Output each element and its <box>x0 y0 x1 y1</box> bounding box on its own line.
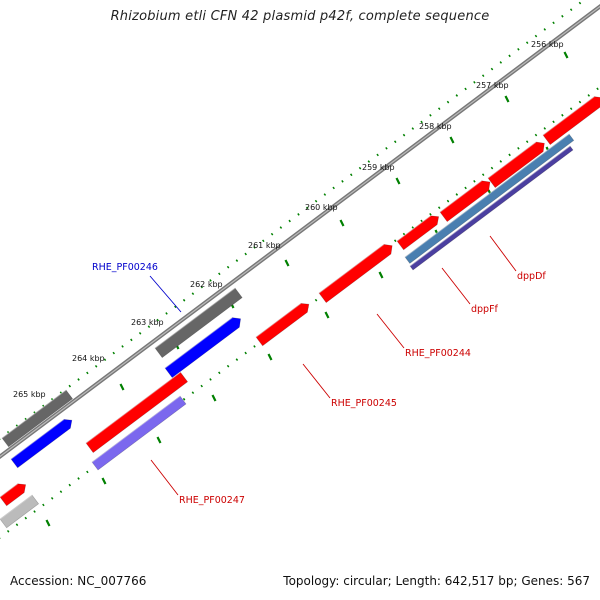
red-cds-block-bevel <box>487 141 537 179</box>
red-cds-block-bevel <box>0 483 18 498</box>
inner-major-tick <box>324 311 330 319</box>
inner-major-tick <box>45 519 51 527</box>
callout-line <box>302 363 331 399</box>
tick-label: 263 kbp <box>131 318 164 327</box>
backbone-highlight <box>0 5 600 458</box>
tick-label: 261 kbp <box>248 241 281 250</box>
tick-label: 258 kbp <box>419 122 452 131</box>
tick-label: 262 kbp <box>190 280 223 289</box>
grey-light-feature-block <box>0 494 40 529</box>
major-tick <box>504 95 510 103</box>
red-cds-block <box>255 303 310 347</box>
red-cds-block-bevel <box>542 96 595 136</box>
callout-line <box>376 313 405 349</box>
tick-label: 260 kbp <box>305 203 338 212</box>
inner-major-tick <box>101 477 107 485</box>
red-cds-block <box>487 141 545 189</box>
map-title: Rhizobium etli CFN 42 plasmid p42f, comp… <box>110 9 490 24</box>
steelblue-feature-block-bevel <box>404 133 570 258</box>
blue-feature-block <box>164 317 241 379</box>
callout-line <box>441 267 471 305</box>
tick-label: 256 kbp <box>531 40 564 49</box>
inner-major-tick <box>378 271 384 279</box>
red-cds-block <box>439 180 491 223</box>
tick-label: 265 kbp <box>13 390 46 399</box>
grey-feature-block-bevel <box>154 287 236 349</box>
inner-major-tick <box>156 436 162 444</box>
navy-feature-block <box>409 145 574 271</box>
tick-label: 259 kbp <box>362 163 395 172</box>
inner-major-tick <box>211 394 217 402</box>
red-cds-block-bevel <box>85 371 181 444</box>
blue-feature-block-bevel <box>10 418 65 460</box>
major-tick <box>284 259 290 267</box>
gene-label: dppFf <box>471 304 499 315</box>
gene-label: RHE_PF00246 <box>92 262 158 273</box>
red-cds-block <box>0 483 27 507</box>
major-tick <box>395 177 401 185</box>
sequence-summary: Topology: circular; Length: 642,517 bp; … <box>283 574 590 588</box>
major-tick <box>449 136 455 144</box>
red-cds-block <box>542 96 600 146</box>
blue-feature-block <box>10 419 73 469</box>
callout-line <box>149 275 182 313</box>
callout-line <box>489 235 517 272</box>
major-tick <box>119 383 125 391</box>
major-tick <box>339 219 345 227</box>
grey-feature-block <box>1 389 74 448</box>
tick-ring-outer <box>0 0 586 440</box>
tick-label: 264 kbp <box>72 354 105 363</box>
gene-label: RHE_PF00245 <box>331 398 397 409</box>
gene-label: RHE_PF00247 <box>179 495 245 506</box>
accession-label: Accession: NC_007766 <box>10 574 147 588</box>
red-cds-block-bevel <box>439 180 482 213</box>
grey-light-feature-block-bevel <box>0 494 33 520</box>
steelblue-feature-block <box>404 133 575 264</box>
grey-feature-block <box>154 287 243 359</box>
purple-feature-block <box>91 395 187 471</box>
gene-label: RHE_PF00244 <box>405 348 471 359</box>
major-tick <box>563 51 569 59</box>
red-cds-block-bevel <box>255 302 302 338</box>
grey-feature-block-bevel <box>1 389 67 439</box>
red-cds-block-bevel <box>318 243 385 294</box>
purple-feature-block-bevel <box>91 395 181 463</box>
blue-feature-block-bevel <box>164 317 233 369</box>
red-cds-block <box>318 244 393 304</box>
red-cds-block <box>396 215 440 251</box>
callout-line <box>150 459 179 496</box>
red-cds-block <box>85 371 189 454</box>
gene-label: dppDf <box>517 271 546 282</box>
red-cds-block-bevel <box>396 215 431 242</box>
tick-label: 257 kbp <box>476 81 509 90</box>
inner-major-tick <box>267 353 273 361</box>
navy-feature-block-bevel <box>409 145 571 267</box>
